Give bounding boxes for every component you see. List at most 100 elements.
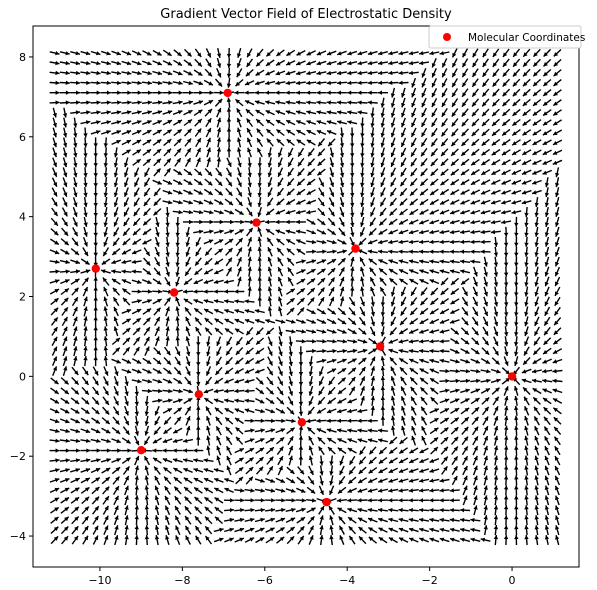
- field-arrow-head: [309, 456, 313, 460]
- field-arrow-head: [347, 100, 351, 104]
- field-arrow-head: [83, 133, 87, 137]
- field-arrow-head: [97, 100, 101, 104]
- field-arrow-head: [258, 277, 262, 281]
- field-arrow-head: [296, 220, 300, 224]
- field-arrow-head: [350, 193, 354, 197]
- field-arrow-head: [94, 316, 98, 320]
- field-arrow-head: [368, 498, 372, 502]
- field-arrow-head: [227, 108, 231, 112]
- field-arrow-head: [504, 426, 508, 430]
- field-arrow-head: [271, 498, 275, 502]
- field-arrow-head: [86, 81, 90, 85]
- field-arrow-head: [204, 289, 208, 293]
- field-arrow-head: [460, 528, 464, 532]
- field-arrow-head: [94, 287, 98, 291]
- field-arrow-head: [514, 253, 518, 257]
- field-arrow-head: [419, 240, 423, 244]
- field-arrow-head: [255, 91, 259, 95]
- field-arrow-head: [347, 498, 351, 502]
- field-arrow-head: [312, 250, 316, 254]
- field-arrow-head: [158, 91, 162, 95]
- field-arrow-head: [94, 346, 98, 350]
- field-arrow-head: [165, 213, 169, 217]
- field-arrow-head: [76, 61, 80, 65]
- field-arrow-head: [240, 220, 244, 224]
- field-arrow-head: [347, 91, 351, 95]
- field-arrow-head: [322, 250, 326, 254]
- field-arrow-head: [127, 100, 131, 104]
- field-arrow-head: [193, 289, 197, 293]
- field-arrow-head: [135, 515, 139, 519]
- field-arrow-head: [94, 193, 98, 197]
- field-arrow-head: [514, 495, 518, 499]
- field-arrow-head: [327, 91, 331, 95]
- field-arrow-head: [94, 326, 98, 330]
- field-arrow-head: [388, 498, 392, 502]
- field-arrow-head: [178, 81, 182, 85]
- field-arrow-head: [227, 147, 231, 151]
- field-arrow-head: [357, 81, 361, 85]
- field-arrow-head: [135, 402, 139, 406]
- field-arrow-head: [514, 263, 518, 267]
- field-arrow-head: [504, 273, 508, 277]
- field-arrow-head: [350, 277, 354, 281]
- field-arrow-head: [368, 100, 372, 104]
- field-arrow-head: [183, 448, 187, 452]
- field-arrow-head: [132, 269, 136, 273]
- field-arrow-head: [227, 54, 231, 58]
- field-arrow-head: [217, 128, 221, 132]
- field-arrow-head: [350, 173, 354, 177]
- field-arrow-head: [227, 64, 231, 68]
- field-arrow-head: [206, 352, 210, 356]
- field-arrow-head: [368, 61, 372, 65]
- field-arrow-head: [337, 419, 341, 423]
- field-arrow-head: [281, 498, 285, 502]
- field-arrow-head: [234, 91, 238, 95]
- field-arrow-head: [514, 273, 518, 277]
- field-arrow-head: [271, 419, 275, 423]
- field-arrow-head: [94, 163, 98, 167]
- field-arrow-head: [388, 81, 392, 85]
- field-arrow-head: [347, 419, 351, 423]
- field-arrow-head: [381, 312, 385, 316]
- field-arrow-head: [419, 488, 423, 492]
- field-arrow-head: [378, 91, 382, 95]
- field-arrow-head: [240, 498, 244, 502]
- field-arrow-head: [494, 312, 498, 317]
- field-arrow-head: [265, 91, 269, 95]
- field-arrow-head: [163, 448, 167, 452]
- field-arrow-head: [173, 448, 177, 452]
- field-arrow-head: [135, 392, 139, 396]
- field-arrow-head: [94, 203, 98, 207]
- field-arrow-head: [145, 525, 149, 529]
- field-arrow-head: [292, 498, 296, 502]
- field-arrow-head: [316, 419, 320, 423]
- field-arrow-head: [381, 396, 385, 400]
- field-arrow-head: [514, 436, 518, 440]
- field-arrow-head: [175, 262, 179, 266]
- field-arrow-head: [165, 233, 169, 237]
- field-arrow-head: [409, 508, 413, 512]
- field-arrow-head: [357, 91, 361, 95]
- field-arrow-head: [104, 356, 108, 360]
- field-arrow-head: [193, 448, 197, 452]
- field-arrow-head: [224, 289, 228, 293]
- field-arrow-head: [206, 436, 210, 440]
- field-arrow-head: [183, 289, 187, 293]
- field-arrow-head: [248, 247, 252, 251]
- field-arrow-head: [302, 339, 306, 343]
- field-arrow-head: [145, 505, 149, 509]
- field-arrow-head: [299, 456, 303, 460]
- field-arrow-head: [504, 436, 508, 440]
- field-arrow-head: [106, 120, 110, 124]
- field-arrow-head: [176, 326, 180, 330]
- field-arrow-head: [135, 495, 139, 499]
- field-arrow-head: [299, 382, 303, 386]
- field-arrow-head: [350, 183, 354, 187]
- field-arrow-head: [399, 508, 403, 512]
- field-arrow-head: [97, 91, 101, 95]
- field-arrow-head: [302, 498, 306, 502]
- field-arrow-head: [258, 163, 262, 167]
- field-arrow-head: [350, 287, 354, 291]
- field-arrow-head: [97, 448, 101, 452]
